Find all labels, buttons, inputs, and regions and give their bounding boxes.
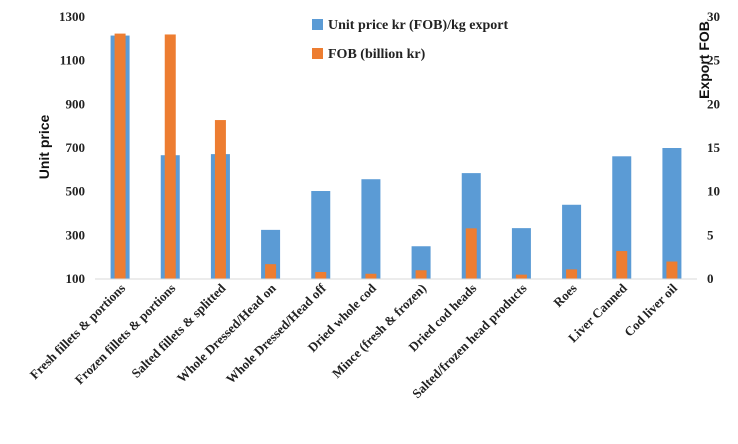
- y2-tick-label: 5: [707, 227, 714, 242]
- y-tick-label: 100: [66, 271, 86, 286]
- y2-tick-label: 25: [707, 53, 721, 68]
- legend-swatch-fob: [312, 48, 323, 59]
- y-tick-label: 700: [66, 140, 86, 155]
- category-label: Cod liver oil: [621, 280, 680, 339]
- bar-fob: [616, 251, 628, 279]
- bar-fob: [214, 120, 226, 279]
- bar-unit-price: [361, 179, 381, 279]
- y2-tick-label: 0: [707, 271, 714, 286]
- bar-fob: [566, 269, 578, 279]
- bar-unit-price: [612, 156, 632, 279]
- bar-unit-price: [662, 148, 682, 279]
- bar-fob: [365, 273, 377, 279]
- category-label: Whole Dressed/Head on: [174, 280, 279, 385]
- bar-fob: [265, 264, 277, 279]
- category-label: Frozen fillets & portions: [72, 281, 179, 388]
- left-axis-ticks: 100 300 500 700 900 1100 1300: [59, 9, 85, 286]
- bar-unit-price: [511, 228, 531, 279]
- legend-swatch-unit-price: [312, 19, 323, 30]
- bar-unit-price: [562, 204, 582, 279]
- y2-tick-label: 15: [707, 140, 721, 155]
- legend: Unit price kr (FOB)/kg export FOB (billi…: [312, 18, 509, 62]
- y-tick-label: 500: [66, 184, 86, 199]
- bar-fob: [465, 228, 477, 279]
- category-label: Whole Dressed/Head off: [223, 280, 329, 386]
- bar-fob: [164, 34, 176, 279]
- category-label: Salted fillets & splitted: [128, 280, 229, 381]
- bar-fob: [415, 270, 427, 279]
- y-tick-label: 1300: [59, 9, 85, 24]
- legend-label-unit-price: Unit price kr (FOB)/kg export: [328, 18, 509, 33]
- category-label: Roes: [550, 281, 579, 310]
- category-label: Mince (fresh & frozen): [329, 281, 429, 381]
- bar-fob: [666, 261, 678, 279]
- right-axis-ticks: 0 5 10 15 20 25 30: [707, 9, 721, 286]
- legend-label-fob: FOB (billion kr): [328, 47, 426, 62]
- y2-tick-label: 20: [707, 96, 720, 111]
- bar-fob: [315, 272, 327, 279]
- bar-fob: [515, 274, 527, 279]
- y-axis-title: Unit price: [36, 115, 52, 180]
- category-label: Fresh fillets & portions: [27, 281, 129, 383]
- y-tick-label: 300: [66, 227, 86, 242]
- y-tick-label: 1100: [60, 53, 85, 68]
- bar-unit-price: [311, 191, 331, 279]
- bar-fob: [114, 33, 126, 279]
- y-tick-label: 900: [66, 96, 86, 111]
- y2-tick-label: 30: [707, 9, 720, 24]
- y2-tick-label: 10: [707, 184, 720, 199]
- bars-layer: [110, 33, 682, 279]
- y2-axis-title: Export FOB: [696, 21, 712, 99]
